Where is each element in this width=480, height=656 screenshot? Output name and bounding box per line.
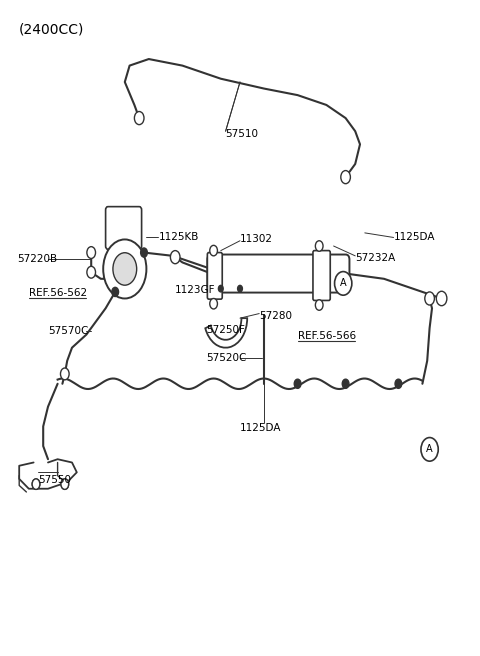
Circle shape [60,368,69,380]
Text: 1125DA: 1125DA [240,422,281,433]
Text: 57220B: 57220B [17,254,57,264]
FancyBboxPatch shape [313,251,330,300]
Circle shape [218,285,223,292]
Text: 57250F: 57250F [206,325,245,335]
FancyBboxPatch shape [207,253,222,299]
Circle shape [61,479,69,489]
Circle shape [32,479,40,489]
Text: 57510: 57510 [226,129,259,140]
Circle shape [87,247,96,258]
Circle shape [315,300,323,310]
Circle shape [335,272,352,295]
Text: 57520C: 57520C [206,352,247,363]
Text: 57550: 57550 [38,475,72,485]
Text: (2400CC): (2400CC) [19,23,84,37]
Circle shape [210,245,217,256]
Circle shape [170,251,180,264]
Circle shape [134,112,144,125]
Wedge shape [205,318,247,348]
Text: REF.56-562: REF.56-562 [29,288,87,298]
Circle shape [210,298,217,309]
Text: REF.56-566: REF.56-566 [298,331,356,341]
Text: 1125DA: 1125DA [394,232,435,243]
Circle shape [112,287,119,297]
Circle shape [421,438,438,461]
FancyBboxPatch shape [106,207,142,249]
Text: 57570C: 57570C [48,325,88,336]
Text: A: A [340,278,347,289]
Circle shape [87,266,96,278]
Circle shape [395,379,402,388]
Circle shape [341,171,350,184]
Circle shape [238,285,242,292]
Circle shape [32,479,40,489]
Circle shape [61,479,69,489]
Text: A: A [426,444,433,455]
Text: 11302: 11302 [240,234,273,244]
Circle shape [103,239,146,298]
Circle shape [425,292,434,305]
Circle shape [436,291,447,306]
Text: 57232A: 57232A [355,253,396,263]
Text: 57280: 57280 [259,310,292,321]
Circle shape [141,248,147,257]
Circle shape [294,379,301,388]
FancyBboxPatch shape [207,255,349,293]
Circle shape [113,253,137,285]
Circle shape [342,379,349,388]
Text: 1125KB: 1125KB [158,232,199,243]
Circle shape [315,241,323,251]
Text: 1123GF: 1123GF [175,285,216,295]
